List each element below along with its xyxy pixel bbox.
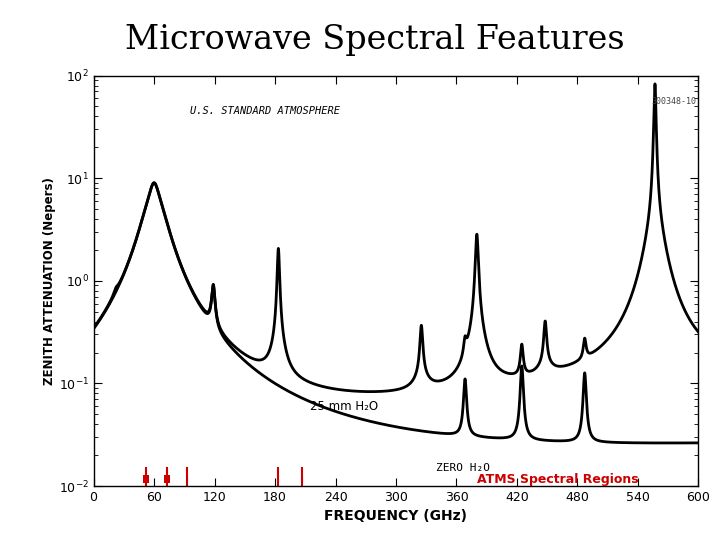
Text: ZERO H₂O: ZERO H₂O <box>436 463 490 473</box>
Text: U.S. STANDARD ATMOSPHERE: U.S. STANDARD ATMOSPHERE <box>190 106 340 116</box>
Text: 300348-10: 300348-10 <box>652 97 696 106</box>
Text: ATMS Spectral Regions: ATMS Spectral Regions <box>477 473 638 487</box>
Text: 25 mm H₂O: 25 mm H₂O <box>310 400 379 413</box>
Y-axis label: ZENITH ATTENUATION (Nepers): ZENITH ATTENUATION (Nepers) <box>43 177 56 384</box>
Text: I: I <box>300 475 305 485</box>
Text: II: II <box>163 475 171 485</box>
Text: II: II <box>142 475 150 485</box>
Text: Microwave Spectral Features: Microwave Spectral Features <box>125 24 624 56</box>
Text: I: I <box>276 475 280 485</box>
X-axis label: FREQUENCY (GHz): FREQUENCY (GHz) <box>325 509 467 523</box>
Text: I: I <box>185 475 189 485</box>
